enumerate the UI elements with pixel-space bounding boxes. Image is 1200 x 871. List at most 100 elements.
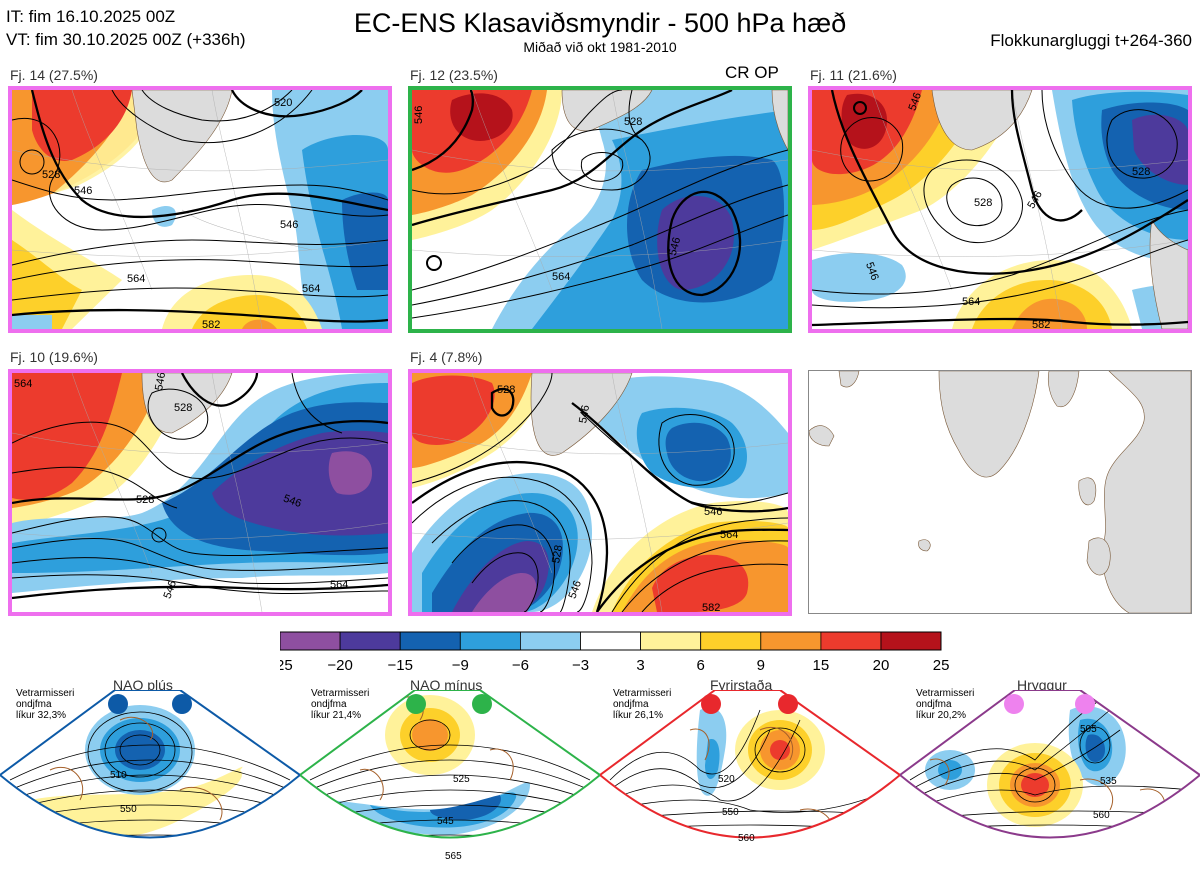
contour-label: 582 <box>702 602 720 612</box>
marker-dot <box>1075 694 1095 714</box>
page-subtitle: Miðað við okt 1981-2010 <box>523 39 677 55</box>
regime-contour-label: 550 <box>120 804 137 815</box>
colorbar-tick-label: 20 <box>873 657 890 674</box>
contour-label: 546 <box>282 493 303 511</box>
contour-label: 528 <box>497 384 515 396</box>
contour-label: 582 <box>1032 319 1050 329</box>
colorbar-swatch <box>640 631 702 651</box>
marker-dot <box>172 694 192 714</box>
valid-time: VT: fim 30.10.2025 00Z (+336h) <box>6 30 246 49</box>
regime-probability: líkur 26,1% <box>613 710 664 721</box>
marker-dot <box>1004 694 1024 714</box>
colorbar-tick-label: −9 <box>452 657 469 674</box>
regime-mean: ondjfma <box>613 699 649 710</box>
cluster-map-fj14: 528 546 546 564 564 520 582 <box>8 86 392 333</box>
contour-label: 564 <box>720 529 738 541</box>
colorbar-tick-label: 3 <box>636 657 644 674</box>
regime-contour-label: 535 <box>1100 776 1117 787</box>
regime-mean: ondjfma <box>311 699 347 710</box>
empty-base-map <box>808 370 1192 614</box>
contour-label: 528 <box>42 169 60 181</box>
regime-contour-label: 565 <box>445 851 462 862</box>
contour-label: 564 <box>552 271 570 283</box>
regime-nao-plus: 510 550 <box>0 690 300 839</box>
contour-label: 546 <box>74 185 92 197</box>
contour-label: 528 <box>136 494 154 506</box>
regime-contour-label: 560 <box>1093 810 1110 821</box>
contour-label: 546 <box>907 91 925 112</box>
contour-label: 528 <box>1132 166 1150 178</box>
colorbar-tick-label: −15 <box>387 657 412 674</box>
regime-contour-label: 525 <box>453 774 470 785</box>
contour-label: 582 <box>202 319 220 329</box>
contour-label: 564 <box>962 296 980 308</box>
regime-markers <box>406 694 492 714</box>
colorbar-tick-label: 6 <box>697 657 705 674</box>
control-operational-label: CR OP <box>725 63 779 82</box>
colorbar-swatch <box>280 631 341 651</box>
regime-contour-label: 560 <box>738 833 755 844</box>
marker-dot <box>406 694 426 714</box>
colorbar-swatch <box>519 631 581 651</box>
cluster-label: Fj. 10 (19.6%) <box>10 349 98 365</box>
cluster-map-fj4: 528 546 528 546 564 546 582 <box>408 369 792 616</box>
cluster-label: Fj. 11 (21.6%) <box>810 67 897 83</box>
regime-markers <box>701 694 798 714</box>
regime-contour-label: 510 <box>110 770 127 781</box>
regime-ridge: 505 535 560 <box>900 690 1200 839</box>
init-time: IT: fim 16.10.2025 00Z <box>6 7 176 26</box>
contour-label: 546 <box>567 579 585 600</box>
colorbar-tick-label: −20 <box>327 657 352 674</box>
marker-dot <box>472 694 492 714</box>
regime-season: Vetrarmisseri <box>916 688 975 699</box>
colorbar-tick-label: −25 <box>280 657 293 674</box>
colorbar-tick-label: 15 <box>813 657 830 674</box>
regime-probability: líkur 20,2% <box>916 710 967 721</box>
page-title: EC-ENS Klasaviðsmyndir - 500 hPa hæð <box>353 8 847 38</box>
contour-label: 528 <box>174 402 192 414</box>
colorbar-swatch <box>820 631 882 651</box>
colorbar-tick-label: 9 <box>757 657 765 674</box>
contour-label: 520 <box>274 97 292 109</box>
regime-contour-label: 520 <box>718 774 735 785</box>
contour-label: 564 <box>127 273 145 285</box>
regime-title: NAO plús <box>113 677 173 693</box>
colorbar-swatch <box>580 631 641 651</box>
contour-label: 546 <box>704 506 722 518</box>
colorbar: −25 −20 −15 −9 −6 −3 3 6 9 15 20 25 <box>280 631 949 674</box>
cluster-label: Fj. 14 (27.5%) <box>10 67 98 83</box>
contour-label: 546 <box>577 404 592 424</box>
regime-nao-minus: 525 545 565 <box>300 690 600 862</box>
contour-label: 546 <box>667 236 683 257</box>
regime-contour-label: 550 <box>722 807 739 818</box>
regime-contour-label: 505 <box>1080 724 1097 735</box>
marker-dot <box>701 694 721 714</box>
contour-label: 564 <box>330 579 348 591</box>
regime-markers <box>108 694 192 714</box>
regime-season: Vetrarmisseri <box>16 688 75 699</box>
classification-window: Flokkunargluggi t+264-360 <box>990 31 1192 50</box>
colorbar-tick-label: −3 <box>572 657 589 674</box>
marker-dot <box>108 694 128 714</box>
colorbar-swatch <box>459 631 521 651</box>
contour-label: 546 <box>153 373 168 391</box>
cluster-label: Fj. 4 (7.8%) <box>410 349 483 365</box>
regime-probability: líkur 32,3% <box>16 710 67 721</box>
colorbar-swatch <box>880 631 942 651</box>
regime-contour-label: 545 <box>437 816 454 827</box>
contour-label: 528 <box>624 116 642 128</box>
regime-mean: ondjfma <box>916 699 952 710</box>
regime-season: Vetrarmisseri <box>311 688 370 699</box>
contour-label: 546 <box>413 106 425 124</box>
colorbar-swatch <box>339 631 401 651</box>
contour-label: 564 <box>302 283 320 295</box>
contour-label: 546 <box>280 219 298 231</box>
colorbar-swatch <box>700 631 762 651</box>
regime-markers <box>1004 694 1095 714</box>
cluster-map-fj12: 546 528 546 564 <box>408 86 792 333</box>
contour-label: 528 <box>974 197 992 209</box>
contour-label: 546 <box>863 261 881 282</box>
regime-blocking: 520 550 560 <box>600 690 900 844</box>
regime-season: Vetrarmisseri <box>613 688 672 699</box>
cluster-map-fj10: 564 546 528 528 546 546 564 <box>8 369 392 616</box>
